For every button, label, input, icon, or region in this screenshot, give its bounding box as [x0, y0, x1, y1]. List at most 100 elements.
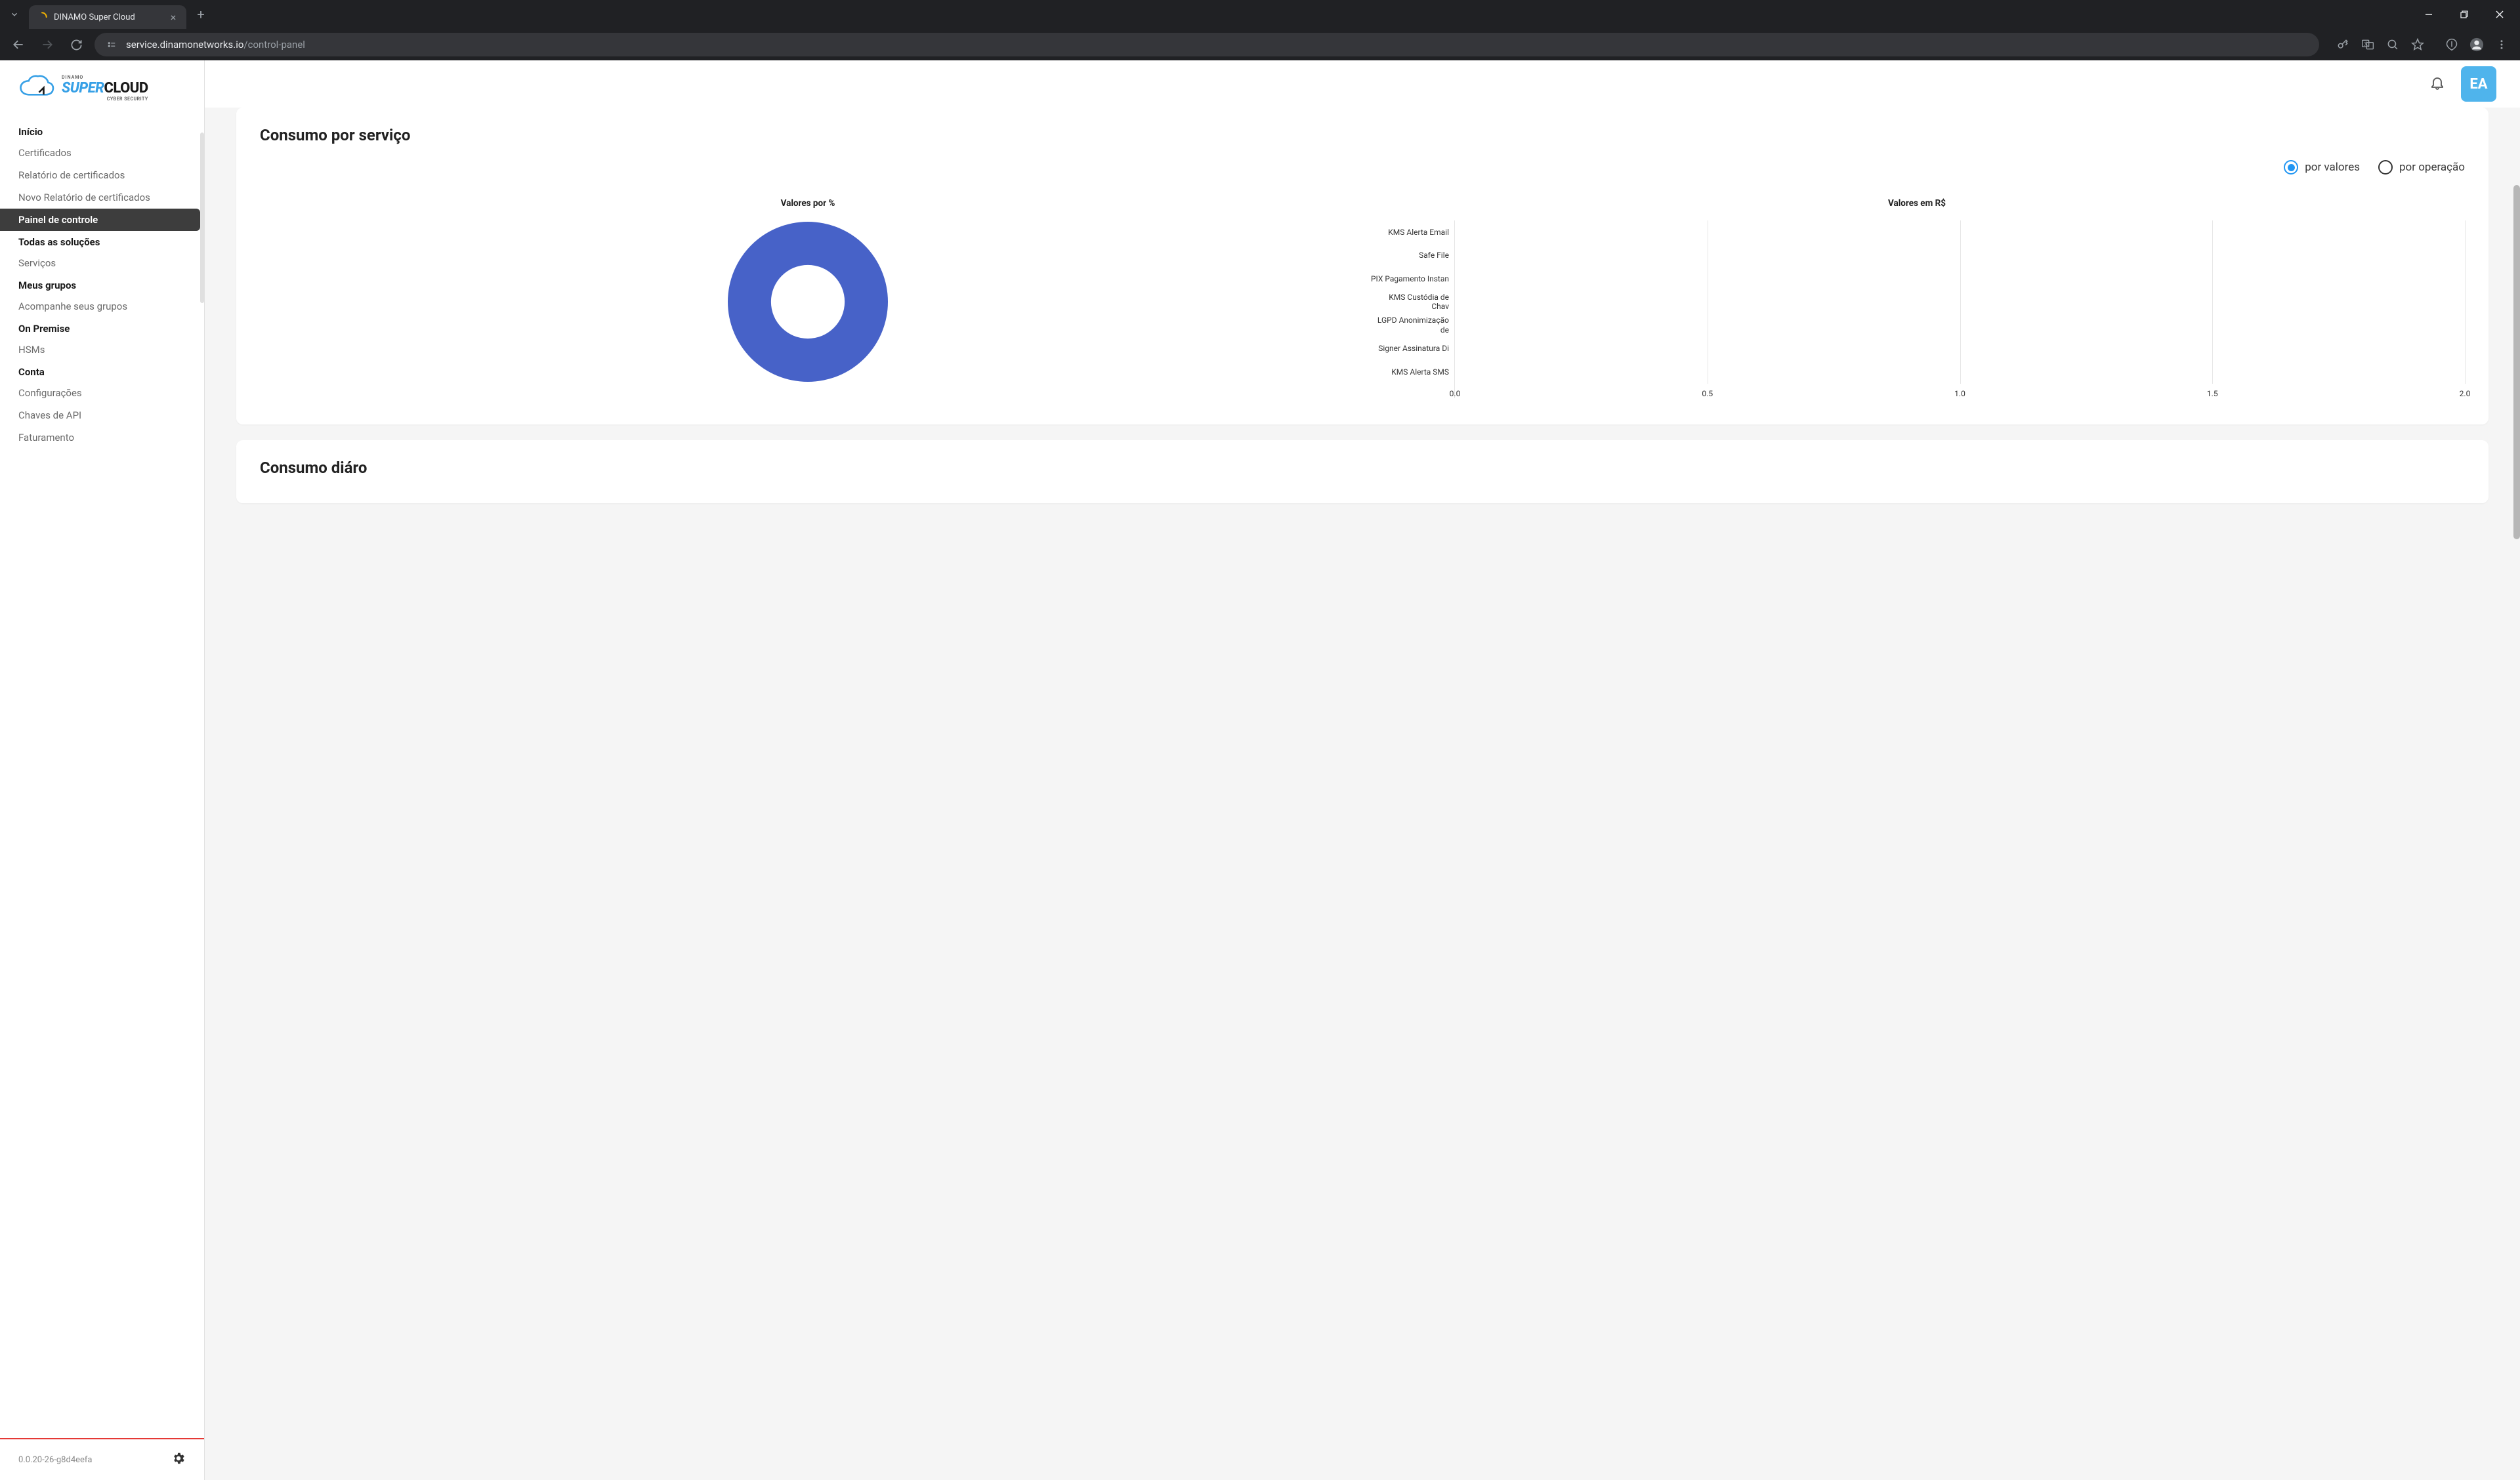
logo-text: DINAMO SUPERCLOUD CYBER SECURITY — [62, 75, 148, 102]
hbar-title: Valores em R$ — [1369, 198, 2465, 209]
hbar-plot: 0.00.51.01.52.0 — [1454, 220, 2465, 398]
hbar-category-label: Safe File — [1369, 244, 1454, 268]
window-controls — [2414, 4, 2515, 25]
bell-icon[interactable] — [2429, 75, 2445, 93]
logo-brand: SUPERCLOUD — [62, 80, 148, 96]
gear-icon[interactable] — [171, 1451, 186, 1468]
browser-tab[interactable]: DINAMO Super Cloud × — [29, 5, 186, 29]
nav-reload-button[interactable] — [66, 34, 87, 55]
cloud-icon — [18, 73, 55, 102]
version-label: 0.0.20-26-g8d4eefa — [18, 1455, 93, 1465]
radio-circle-checked-icon — [2284, 160, 2298, 175]
window-maximize-button[interactable] — [2449, 4, 2479, 25]
address-bar-actions: 文 — [2332, 34, 2512, 55]
hbar-xtick: 0.5 — [1702, 389, 1713, 398]
main-scrollbar[interactable] — [2513, 185, 2520, 539]
url-host: service.dinamonetworks.io — [126, 39, 243, 51]
hbar-category-labels: KMS Alerta EmailSafe FilePIX Pagamento I… — [1369, 220, 1454, 398]
tab-close-button[interactable]: × — [168, 12, 178, 22]
main: EA Consumo por serviço por valores por o… — [205, 60, 2520, 1480]
site-info-icon[interactable] — [104, 37, 119, 52]
donut-chart — [726, 220, 889, 383]
sidebar-item-chaves-api[interactable]: Chaves de API — [0, 404, 204, 426]
card-consumo-diario: Consumo diáro — [236, 440, 2488, 503]
tab-title: DINAMO Super Cloud — [54, 12, 161, 22]
browser-menu-button[interactable] — [2491, 34, 2512, 55]
radio-label: por valores — [2305, 161, 2360, 174]
browser-chrome: DINAMO Super Cloud × + — [0, 0, 2520, 60]
nav-section-title: Início — [0, 121, 204, 142]
hbar-category-label: LGPD Anonimizaçãode — [1369, 314, 1454, 337]
zoom-icon[interactable] — [2382, 34, 2403, 55]
url-path: /control-panel — [243, 39, 305, 51]
nav-forward-button[interactable] — [37, 34, 58, 55]
sidebar-footer: 0.0.20-26-g8d4eefa — [0, 1438, 204, 1480]
logo-brand-top: DINAMO — [62, 75, 148, 80]
card-title: Consumo diáro — [260, 459, 2465, 477]
hbar-category-label: KMS Alerta Email — [1369, 220, 1454, 244]
radio-label: por operação — [2399, 161, 2465, 174]
sidebar-item-relatorio-certificados[interactable]: Relatório de certificados — [0, 164, 204, 186]
window-close-button[interactable] — [2485, 4, 2515, 25]
radio-circle-icon — [2378, 160, 2393, 175]
topbar: EA — [205, 60, 2520, 108]
window-minimize-button[interactable] — [2414, 4, 2444, 25]
profile-avatar-icon[interactable] — [2466, 34, 2487, 55]
url-box[interactable]: service.dinamonetworks.io/control-panel — [94, 33, 2319, 56]
hbar-column: Valores em R$ KMS Alerta EmailSafe FileP… — [1369, 198, 2465, 398]
hbar-gridline — [2465, 220, 2466, 384]
translate-icon[interactable]: 文 — [2357, 34, 2378, 55]
logo: DINAMO SUPERCLOUD CYBER SECURITY — [18, 73, 186, 102]
sidebar-item-configuracoes[interactable]: Configurações — [0, 382, 204, 404]
tabs-dropdown-button[interactable] — [5, 5, 24, 24]
bookmark-star-icon[interactable] — [2407, 34, 2428, 55]
sidebar-item-novo-relatorio-certificados[interactable]: Novo Relatório de certificados — [0, 186, 204, 209]
donut-column: Valores por % — [260, 198, 1356, 398]
nav-section-title: Todas as soluções — [0, 231, 204, 252]
logo-subtitle: CYBER SECURITY — [62, 96, 148, 102]
hbar-category-label: KMS Alerta SMS — [1369, 360, 1454, 384]
app-root: DINAMO SUPERCLOUD CYBER SECURITY InícioC… — [0, 60, 2520, 1480]
hbar-category-label: Signer Assinatura Di — [1369, 337, 1454, 361]
hbar-xtick: 1.0 — [1954, 389, 1965, 398]
url-text: service.dinamonetworks.io/control-panel — [126, 39, 305, 51]
sidebar-nav: InícioCertificadosRelatório de certifica… — [0, 109, 204, 1438]
sidebar-item-hsms[interactable]: HSMs — [0, 339, 204, 361]
sidebar-item-acompanhe-grupos[interactable]: Acompanhe seus grupos — [0, 295, 204, 318]
sidebar-scrollbar[interactable] — [200, 133, 204, 303]
address-bar: service.dinamonetworks.io/control-panel … — [0, 29, 2520, 60]
hbar-xtick: 2.0 — [2460, 389, 2471, 398]
radio-por-operacao[interactable]: por operação — [2378, 160, 2465, 175]
nav-section-title: On Premise — [0, 318, 204, 339]
sidebar-item-painel-de-controle[interactable]: Painel de controle — [0, 209, 200, 231]
radio-por-valores[interactable]: por valores — [2284, 160, 2360, 175]
sidebar-item-servicos[interactable]: Serviços — [0, 252, 204, 274]
hbar-chart: KMS Alerta EmailSafe FilePIX Pagamento I… — [1369, 220, 2465, 398]
charts-row: Valores por % Valores em R$ KMS Alerta E… — [260, 198, 2465, 398]
sidebar-item-faturamento[interactable]: Faturamento — [0, 426, 204, 449]
nav-section-title: Meus grupos — [0, 274, 204, 295]
hbar-xtick: 0.0 — [1450, 389, 1461, 398]
hbar-category-label: PIX Pagamento Instan — [1369, 267, 1454, 291]
card-title: Consumo por serviço — [260, 126, 2465, 144]
password-key-icon[interactable] — [2332, 34, 2353, 55]
card-consumo-servico: Consumo por serviço por valores por oper… — [236, 108, 2488, 424]
hbar-xtick: 1.5 — [2207, 389, 2218, 398]
hbar-category-label: KMS Custódia deChav — [1369, 291, 1454, 314]
extensions-leaf-icon[interactable] — [2441, 34, 2462, 55]
content: Consumo por serviço por valores por oper… — [205, 108, 2520, 1480]
tab-loading-icon — [37, 12, 47, 22]
sidebar: DINAMO SUPERCLOUD CYBER SECURITY InícioC… — [0, 60, 205, 1480]
hbar-gridline — [2212, 220, 2213, 384]
svg-text:文: 文 — [2364, 41, 2368, 47]
nav-section-title: Conta — [0, 361, 204, 382]
logo-area: DINAMO SUPERCLOUD CYBER SECURITY — [0, 60, 204, 109]
tab-bar: DINAMO Super Cloud × + — [0, 0, 2520, 29]
chart-mode-toggle: por valores por operação — [260, 160, 2465, 175]
hbar-gridline — [1960, 220, 1961, 384]
avatar[interactable]: EA — [2461, 66, 2496, 102]
new-tab-button[interactable]: + — [192, 5, 210, 24]
nav-back-button[interactable] — [8, 34, 29, 55]
donut-title: Valores por % — [781, 198, 835, 209]
sidebar-item-certificados[interactable]: Certificados — [0, 142, 204, 164]
